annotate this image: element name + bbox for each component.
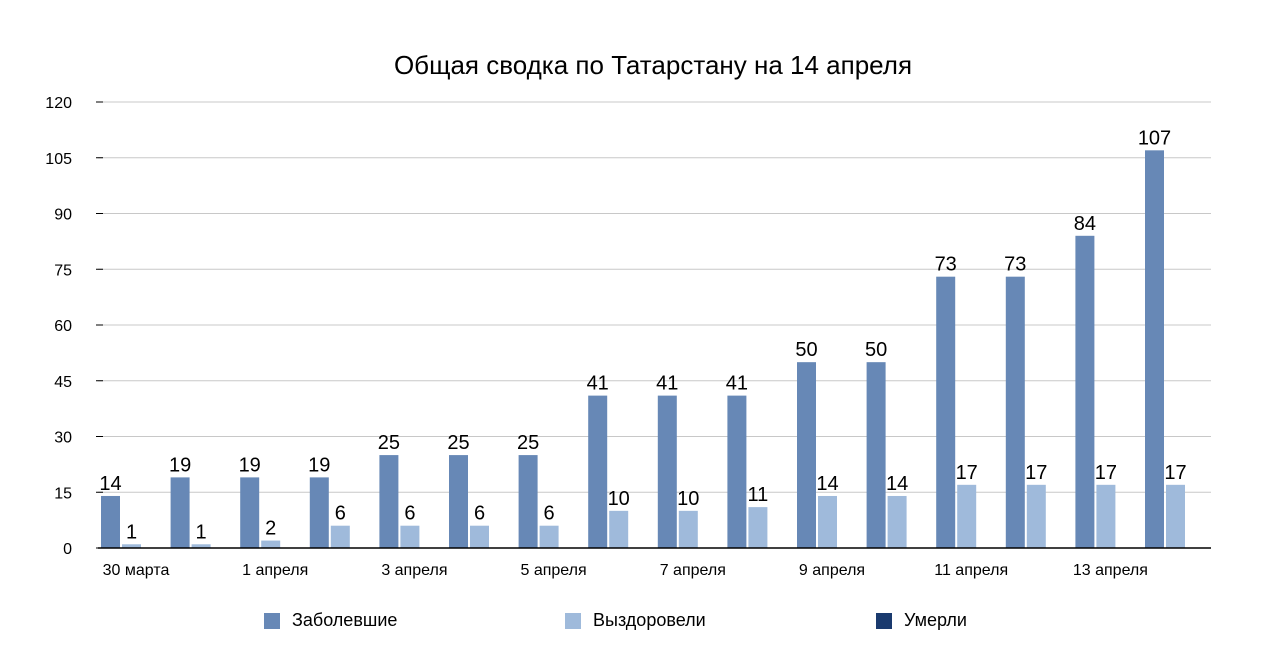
bar-recovered	[1096, 484, 1116, 548]
bar-infected	[170, 477, 190, 548]
y-tick-label: 0	[63, 541, 72, 558]
data-label: 14	[99, 473, 121, 495]
data-label: 14	[816, 473, 838, 495]
y-tick-label: 90	[54, 207, 72, 224]
y-tick-label: 30	[54, 430, 72, 447]
bar-recovered	[887, 495, 907, 548]
bar-infected	[101, 495, 120, 548]
bar-recovered	[400, 525, 420, 548]
bar-recovered	[330, 525, 350, 548]
data-label: 73	[935, 254, 957, 276]
data-label: 19	[169, 454, 191, 476]
legend-item-infected: Заболевшие	[264, 610, 397, 631]
bar-infected	[1145, 150, 1164, 549]
data-label: 17	[1025, 462, 1047, 484]
legend-swatch-died	[876, 612, 892, 629]
bar-infected	[797, 362, 816, 548]
chart-title: Общая сводка по Татарстану на 14 апреля	[393, 50, 913, 80]
bar-infected	[727, 395, 747, 548]
legend-label-infected: Заболевшие	[292, 610, 398, 630]
bar-recovered	[122, 544, 141, 548]
y-tick-label: 15	[54, 485, 72, 502]
data-label: 41	[587, 373, 609, 395]
data-label: 6	[474, 503, 485, 525]
data-label: 10	[608, 488, 630, 510]
data-label: 6	[544, 503, 555, 525]
data-label: 25	[517, 432, 539, 454]
bar-infected	[1075, 235, 1095, 549]
data-label: 41	[726, 373, 748, 395]
data-label: 1	[126, 521, 137, 543]
data-label: 25	[447, 432, 469, 454]
data-label: 19	[308, 454, 330, 476]
bar-recovered	[818, 495, 837, 548]
bar-recovered	[1166, 484, 1185, 548]
x-tick-label: 7 апреля	[660, 562, 726, 579]
bar-infected	[309, 477, 329, 548]
data-label: 17	[1095, 462, 1117, 484]
bar-infected	[240, 477, 260, 548]
y-tick-label: 45	[54, 374, 72, 391]
bar-infected	[588, 395, 608, 548]
legend-item-died: Умерли	[876, 610, 967, 631]
data-label: 50	[865, 339, 887, 361]
data-label: 1	[196, 521, 207, 543]
bar-infected	[379, 455, 399, 548]
x-tick-label: 5 апреля	[521, 562, 587, 579]
data-label: 107	[1138, 127, 1171, 149]
data-label: 14	[886, 473, 908, 495]
data-label: 6	[335, 503, 346, 525]
bar-infected	[1005, 276, 1025, 548]
legend-item-recovered: Выздоровели	[565, 610, 706, 631]
legend-swatch-recovered	[565, 612, 581, 629]
grid-lines	[98, 101, 1211, 493]
data-label: 6	[404, 503, 415, 525]
data-label: 17	[956, 462, 978, 484]
data-label: 73	[1004, 254, 1026, 276]
data-label: 10	[677, 488, 699, 510]
bar-infected	[449, 455, 468, 548]
bar-recovered	[470, 525, 489, 548]
y-tick-label: 75	[54, 262, 72, 279]
x-axis: 30 марта 1 апреля 3 апреля 5 апреля 7 апреля…	[98, 547, 1211, 579]
y-tick-label: 60	[54, 318, 72, 335]
x-tick-label: 30 марта	[103, 562, 170, 579]
x-tick-label: 13 апреля	[1073, 562, 1148, 579]
bar-recovered	[261, 540, 281, 548]
y-tick-label: 105	[45, 151, 72, 168]
bar-recovered	[678, 510, 698, 548]
bars	[101, 150, 1185, 549]
bar-infected	[936, 276, 956, 548]
bar-recovered	[609, 510, 629, 548]
data-label: 50	[795, 339, 817, 361]
data-label: 2	[265, 518, 276, 540]
legend-swatch-infected	[264, 612, 280, 629]
data-label: 11	[748, 484, 769, 506]
x-tick-label: 9 апреля	[799, 562, 865, 579]
legend-label-recovered: Выздоровели	[593, 610, 706, 630]
legend-label-died: Умерли	[904, 610, 967, 630]
data-label: 25	[378, 432, 400, 454]
bar-recovered	[539, 525, 559, 548]
data-label: 41	[656, 373, 678, 395]
data-label: 17	[1164, 462, 1186, 484]
bar-infected	[866, 362, 886, 548]
data-label: 84	[1074, 213, 1096, 235]
bar-infected	[518, 455, 538, 548]
data-labels: 14 1 19 1 19 2 19 6 25 6 25 6 25 6 41 10 41 10 41 11 50 14 50 1…	[99, 127, 1186, 543]
y-tick-label: 120	[45, 95, 72, 112]
y-axis: 0 15 30 45 60 75 90 105 120	[45, 95, 103, 558]
x-tick-label: 11 апреля	[934, 562, 1008, 579]
bar-recovered	[748, 507, 768, 548]
bar-recovered	[1026, 484, 1046, 548]
bar-recovered	[191, 544, 211, 548]
x-tick-label: 1 апреля	[242, 562, 308, 579]
bar-recovered	[957, 484, 977, 548]
x-tick-label: 3 апреля	[381, 562, 447, 579]
bar-infected	[657, 395, 677, 548]
data-label: 19	[239, 454, 261, 476]
